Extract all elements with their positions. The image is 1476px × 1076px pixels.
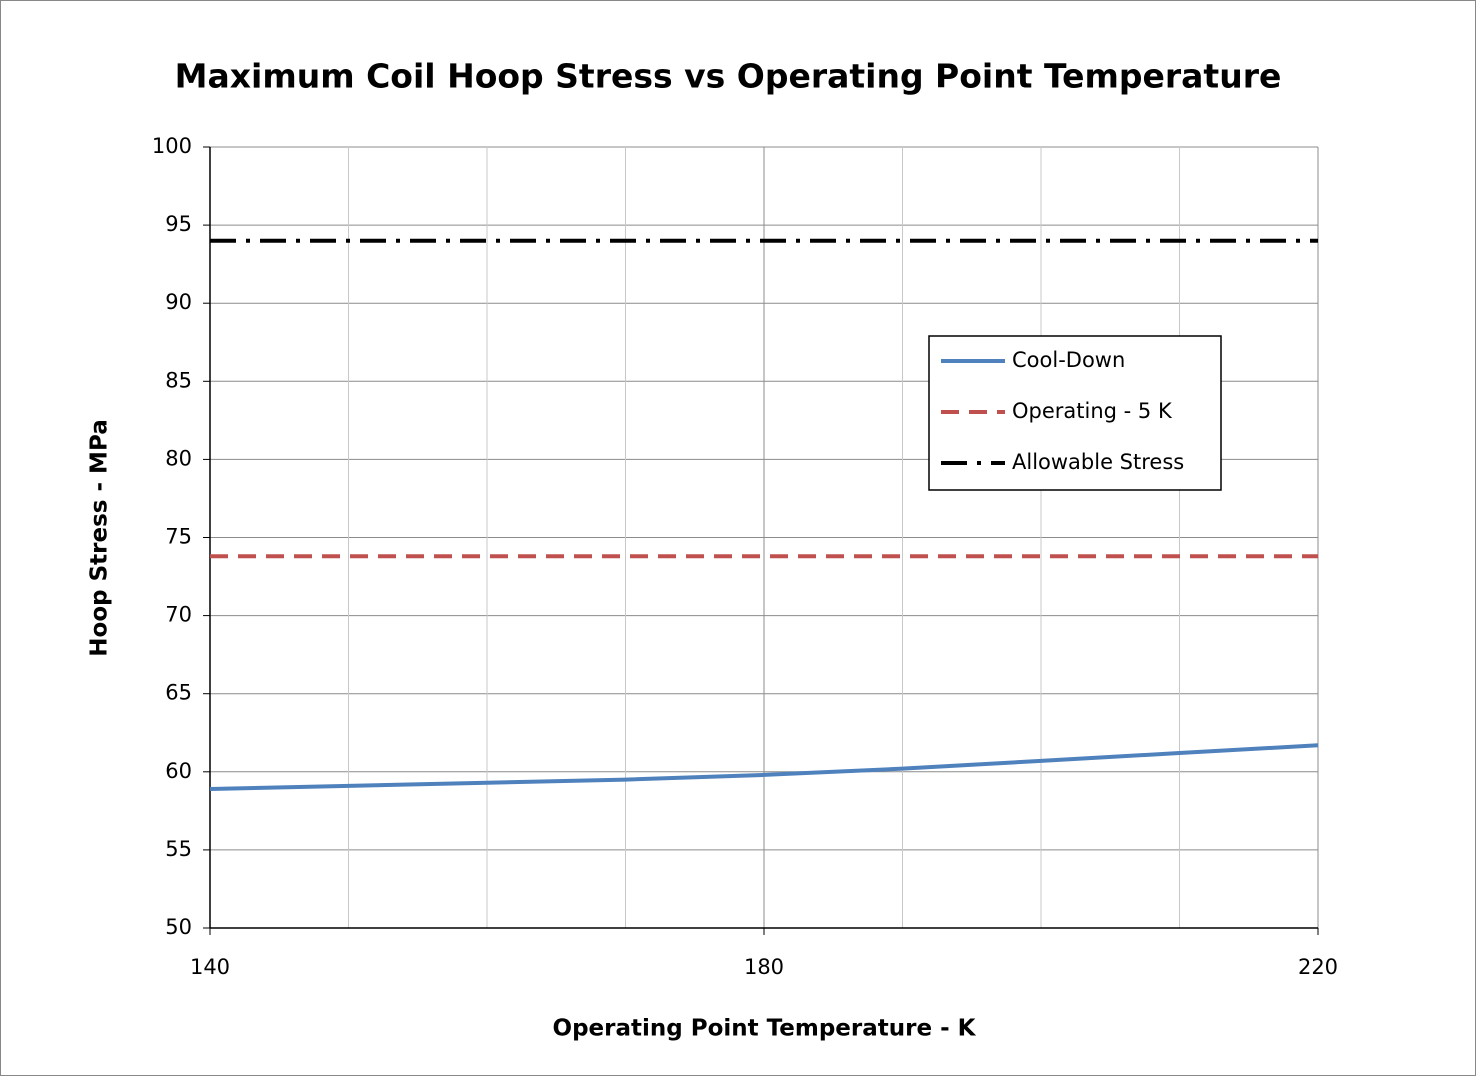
y-tick-label: 65 bbox=[165, 681, 192, 705]
y-tick-label: 55 bbox=[165, 837, 192, 861]
y-tick-label: 80 bbox=[165, 446, 192, 470]
y-tick-label: 50 bbox=[165, 915, 192, 939]
legend-label: Allowable Stress bbox=[1012, 450, 1184, 474]
legend-label: Operating - 5 K bbox=[1012, 399, 1173, 423]
y-tick-label: 70 bbox=[165, 603, 192, 627]
y-tick-label: 60 bbox=[165, 759, 192, 783]
y-tick-label: 100 bbox=[152, 134, 192, 158]
y-tick-label: 90 bbox=[165, 290, 192, 314]
series-line bbox=[209, 743, 1319, 791]
y-tick-label: 85 bbox=[165, 368, 192, 392]
x-tick-label: 220 bbox=[1298, 955, 1338, 979]
y-tick-label: 95 bbox=[165, 212, 192, 236]
y-axis-title: Hoop Stress - MPa bbox=[87, 419, 113, 656]
chart-title: Maximum Coil Hoop Stress vs Operating Po… bbox=[175, 57, 1282, 96]
y-tick-label: 75 bbox=[165, 525, 192, 549]
x-tick-label: 140 bbox=[190, 955, 230, 979]
legend-label: Cool-Down bbox=[1012, 348, 1125, 372]
x-tick-label: 180 bbox=[744, 955, 784, 979]
x-axis-title: Operating Point Temperature - K bbox=[553, 1016, 977, 1042]
